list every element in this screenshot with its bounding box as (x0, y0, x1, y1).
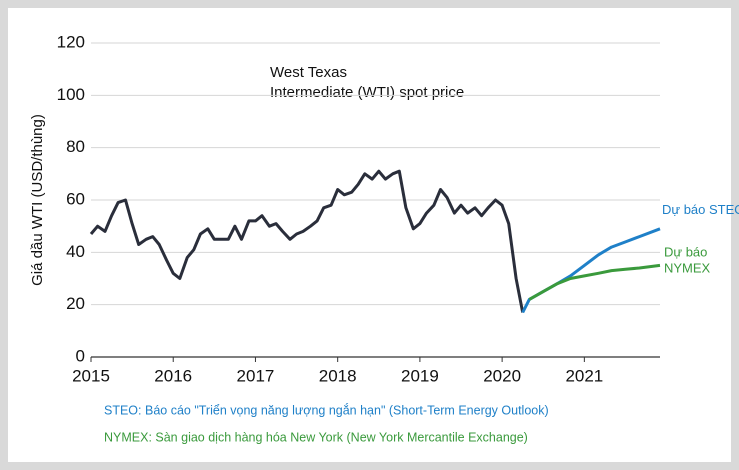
legend-label: Dự báo NYMEX (664, 245, 711, 276)
x-tick-label: 2021 (565, 366, 603, 385)
x-tick-label: 2019 (401, 366, 439, 385)
y-tick-label: 120 (57, 32, 85, 51)
legend-label: Dự báo STEO (662, 202, 739, 217)
x-tick-label: 2015 (72, 366, 110, 385)
y-tick-label: 20 (66, 294, 85, 313)
y-tick-label: 100 (57, 85, 85, 104)
chart-title: West Texas (270, 64, 347, 81)
x-tick-label: 2018 (319, 366, 357, 385)
chart-title: Intermediate (WTI) spot price (270, 84, 464, 101)
note: NYMEX: Sàn giao dịch hàng hóa New York (… (104, 430, 528, 444)
x-tick-label: 2017 (237, 366, 275, 385)
y-axis-label: Giá dầu WTI (USD/thùng) (29, 114, 46, 286)
note: STEO: Báo cáo "Triển vọng năng lượng ngắ… (104, 402, 549, 417)
y-tick-label: 80 (66, 137, 85, 156)
x-tick-label: 2016 (154, 366, 192, 385)
series-line (528, 263, 661, 301)
x-tick-label: 2020 (483, 366, 521, 385)
panel (8, 8, 731, 462)
series-line (89, 169, 525, 313)
y-tick-label: 60 (66, 189, 85, 208)
y-tick-label: 40 (66, 242, 85, 261)
y-tick-label: 0 (76, 346, 85, 365)
